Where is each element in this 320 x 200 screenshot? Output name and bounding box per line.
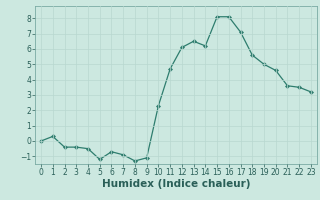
- X-axis label: Humidex (Indice chaleur): Humidex (Indice chaleur): [102, 179, 250, 189]
